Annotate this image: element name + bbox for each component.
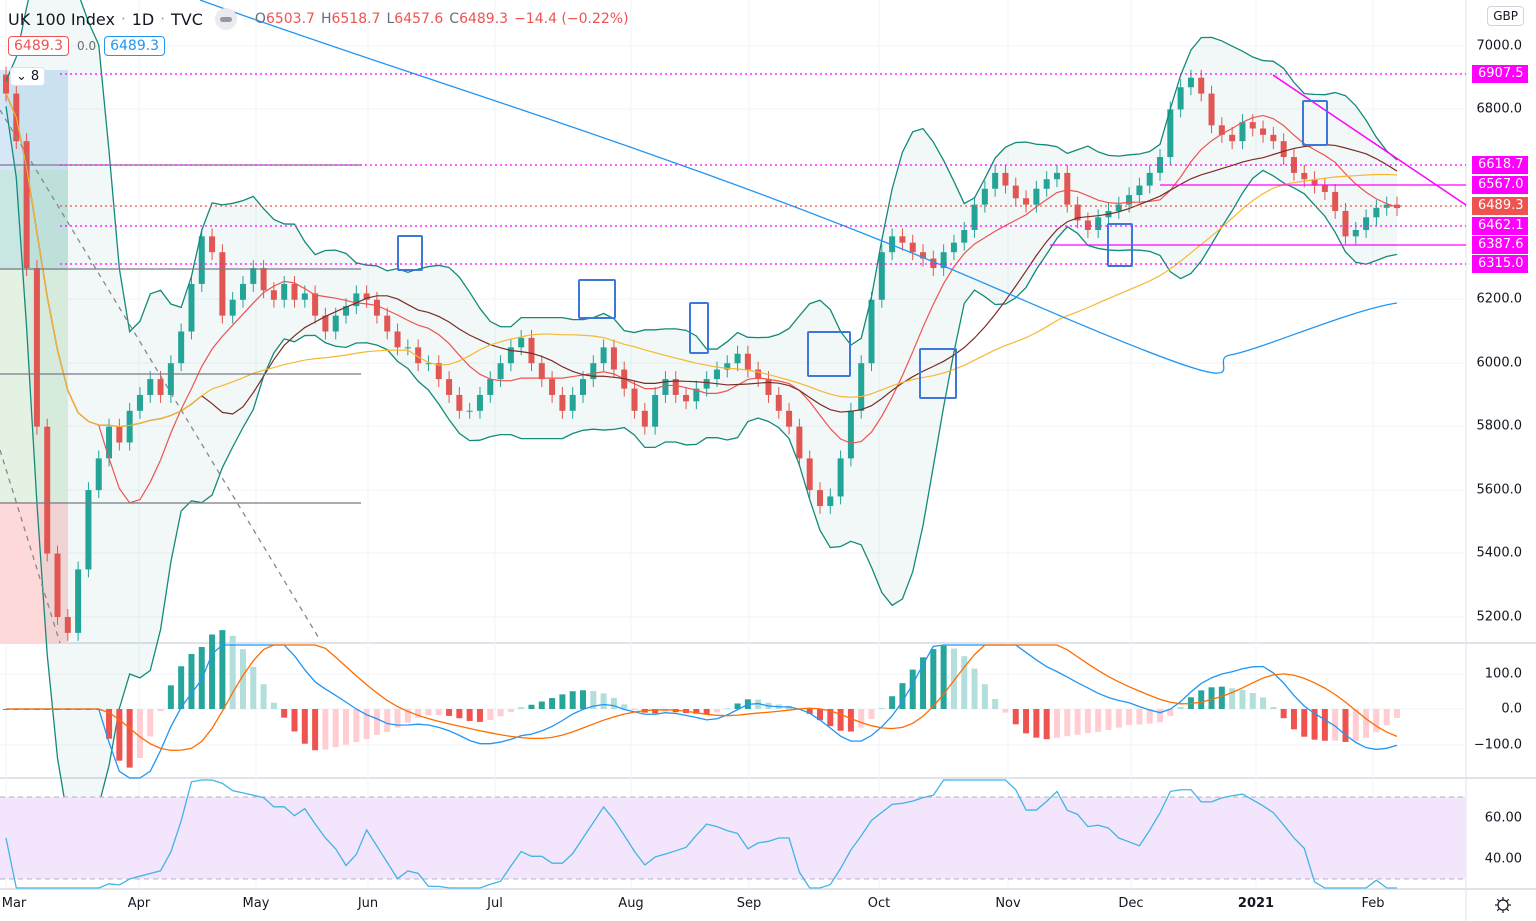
market-status-icon[interactable] xyxy=(214,8,237,30)
axis-tick-label: 6000.0 xyxy=(1476,355,1523,371)
axis-tick-label: 7000.0 xyxy=(1476,38,1523,54)
macd-histogram xyxy=(3,630,1400,768)
indicators-collapse-button[interactable]: ⌄ 8 xyxy=(10,67,46,86)
currency-button[interactable]: GBP xyxy=(1487,6,1524,26)
price-level-label: 6567.0 xyxy=(1472,176,1528,194)
interval-label[interactable]: 1D xyxy=(131,9,155,29)
time-tick-label: Feb xyxy=(1361,896,1385,911)
legend-sep-2: · xyxy=(160,10,166,28)
bid-ask-row: 6489.3 0.0 6489.3 xyxy=(8,36,166,56)
axis-tick-label: 0.0 xyxy=(1501,701,1522,717)
candlesticks[interactable] xyxy=(3,66,1400,641)
sell-price-button[interactable]: 6489.3 xyxy=(8,36,69,56)
axis-tick-label: 60.00 xyxy=(1484,810,1522,826)
source-label: TVC xyxy=(171,9,203,29)
price-level-label: 6489.3 xyxy=(1472,197,1528,215)
legend-sep-1: · xyxy=(120,10,126,28)
axis-tick-label: 5800.0 xyxy=(1476,418,1523,434)
time-tick-label: Aug xyxy=(618,896,644,911)
axis-tick-label: −100.0 xyxy=(1473,737,1522,753)
chevron-down-icon: ⌄ xyxy=(16,69,27,84)
axis-tick-label: 6200.0 xyxy=(1476,291,1523,307)
high-key: H xyxy=(320,11,332,27)
ohlc-values: O6503.7 H6518.7 L6457.6 C6489.3 −14.4 (−… xyxy=(255,11,629,27)
time-tick-label: 2021 xyxy=(1237,896,1275,911)
high-value: 6518.7 xyxy=(331,11,381,27)
time-tick-label: Oct xyxy=(867,896,891,911)
axis-tick-label: 5400.0 xyxy=(1476,545,1523,561)
open-value: 6503.7 xyxy=(265,11,315,27)
axis-tick-label: 6800.0 xyxy=(1476,101,1523,117)
indicators-count: 8 xyxy=(30,69,40,84)
change-value: −14.4 (−0.22%) xyxy=(514,11,629,27)
time-tick-label: Nov xyxy=(995,896,1021,911)
close-key: C xyxy=(449,11,460,27)
price-level-label: 6907.5 xyxy=(1472,65,1528,83)
axis-tick-label: 5600.0 xyxy=(1476,482,1523,498)
time-tick-label: Mar xyxy=(1,896,27,911)
price-level-label: 6387.6 xyxy=(1472,236,1528,254)
low-key: L xyxy=(386,11,395,27)
close-value: 6489.3 xyxy=(459,11,509,27)
price-level-label: 6618.7 xyxy=(1472,156,1528,174)
spread-value: 0.0 xyxy=(77,39,97,53)
time-tick-label: May xyxy=(242,896,270,911)
symbol-name[interactable]: UK 100 Index xyxy=(8,9,115,29)
time-tick-label: Sep xyxy=(736,896,762,911)
symbol-legend: UK 100 Index · 1D · TVC O6503.7 H6518.7 … xyxy=(8,8,629,30)
low-value: 6457.6 xyxy=(394,11,444,27)
axis-tick-label: 5200.0 xyxy=(1476,609,1523,625)
buy-price-button[interactable]: 6489.3 xyxy=(104,36,166,56)
time-tick-label: Dec xyxy=(1118,896,1144,911)
time-tick-label: Apr xyxy=(127,896,151,911)
settings-gear-icon[interactable] xyxy=(1492,894,1514,916)
axis-tick-label: 40.00 xyxy=(1484,851,1522,867)
time-tick-label: Jul xyxy=(487,896,503,911)
open-key: O xyxy=(254,11,266,27)
price-level-label: 6462.1 xyxy=(1472,217,1528,235)
price-level-label: 6315.0 xyxy=(1472,255,1528,273)
time-tick-label: Jun xyxy=(357,896,379,911)
axis-tick-label: 100.0 xyxy=(1484,666,1522,682)
